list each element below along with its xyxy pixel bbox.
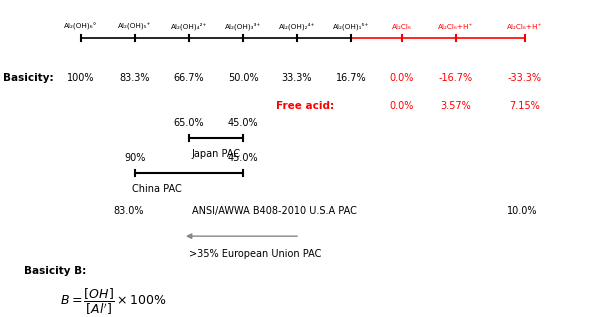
Text: 16.7%: 16.7% — [335, 73, 367, 83]
Text: Al₂Cl₆: Al₂Cl₆ — [392, 24, 412, 30]
Text: Al₂Cl₆+H⁺: Al₂Cl₆+H⁺ — [508, 24, 542, 30]
Text: -33.3%: -33.3% — [508, 73, 542, 83]
Text: 66.7%: 66.7% — [173, 73, 205, 83]
Text: 45.0%: 45.0% — [227, 118, 259, 128]
Text: $\mathit{B} = \dfrac{[OH]}{[Al']} \times 100\%$: $\mathit{B} = \dfrac{[OH]}{[Al']} \times… — [60, 287, 167, 317]
Text: 83.0%: 83.0% — [114, 206, 144, 216]
Text: Al₂(OH)₄²⁺: Al₂(OH)₄²⁺ — [171, 23, 207, 30]
Text: >35% European Union PAC: >35% European Union PAC — [189, 249, 322, 259]
Text: 65.0%: 65.0% — [173, 118, 205, 128]
Text: 3.57%: 3.57% — [440, 101, 472, 111]
Text: Al₂(OH)₂⁴⁺: Al₂(OH)₂⁴⁺ — [279, 23, 315, 30]
Text: 90%: 90% — [124, 153, 146, 163]
Text: 7.15%: 7.15% — [509, 101, 541, 111]
Text: Al₂Cl₆+H⁺: Al₂Cl₆+H⁺ — [439, 24, 473, 30]
Text: 10.0%: 10.0% — [507, 206, 537, 216]
Text: 0.0%: 0.0% — [390, 73, 414, 83]
Text: 50.0%: 50.0% — [227, 73, 259, 83]
Text: Japan PAC: Japan PAC — [191, 149, 241, 159]
Text: 45.0%: 45.0% — [227, 153, 259, 163]
Text: Free acid:: Free acid: — [276, 101, 334, 111]
Text: -16.7%: -16.7% — [439, 73, 473, 83]
Text: 100%: 100% — [67, 73, 95, 83]
Text: 33.3%: 33.3% — [282, 73, 312, 83]
Text: Basicity B:: Basicity B: — [24, 266, 86, 276]
Text: Al₂(OH)₃³⁺: Al₂(OH)₃³⁺ — [225, 23, 261, 30]
Text: China PAC: China PAC — [132, 184, 182, 194]
Text: 83.3%: 83.3% — [120, 73, 150, 83]
Text: Al₂(OH)₁⁵⁺: Al₂(OH)₁⁵⁺ — [333, 23, 369, 30]
Text: Al₂(OH)₆°: Al₂(OH)₆° — [64, 23, 98, 30]
Text: 0.0%: 0.0% — [390, 101, 414, 111]
Text: Basicity:: Basicity: — [3, 73, 53, 83]
Text: ANSI/AWWA B408-2010 U.S.A PAC: ANSI/AWWA B408-2010 U.S.A PAC — [192, 206, 357, 216]
Text: Al₂(OH)₅⁺: Al₂(OH)₅⁺ — [118, 23, 152, 30]
